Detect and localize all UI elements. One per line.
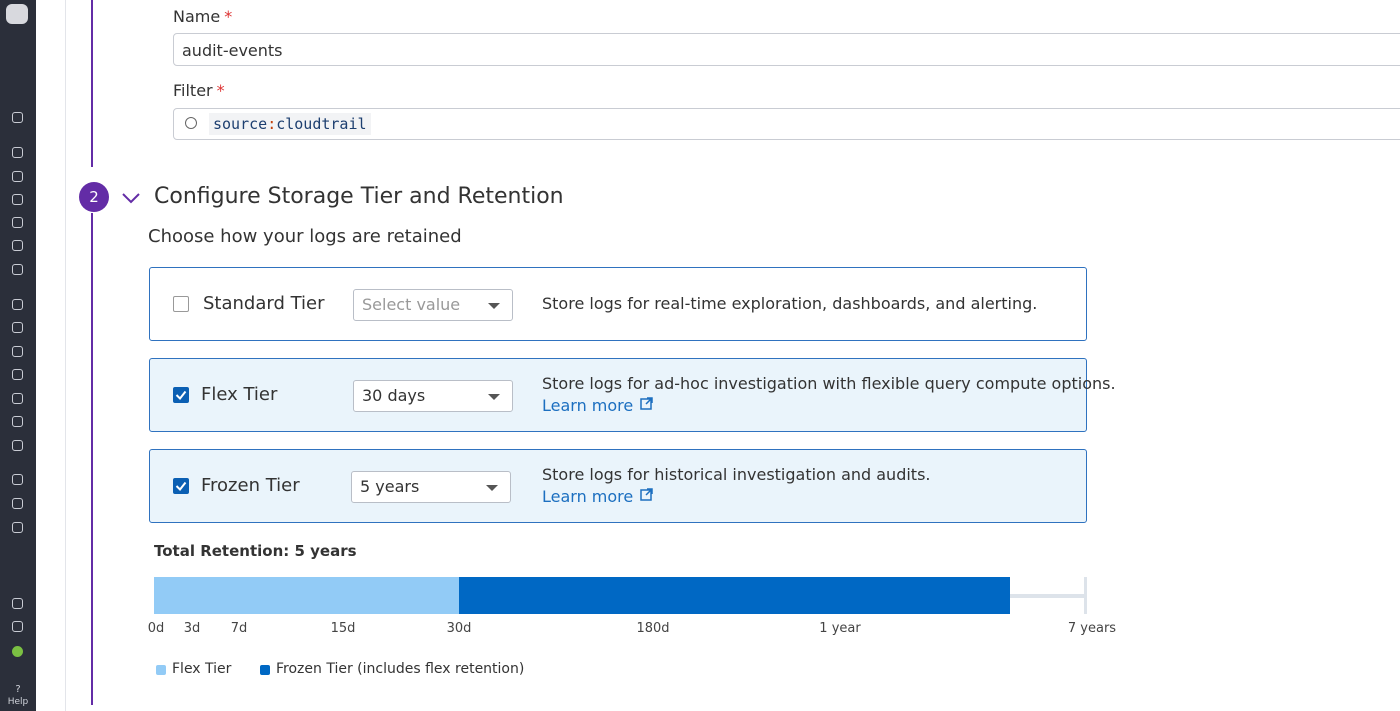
field-label: Filter *: [173, 81, 225, 100]
checkbox[interactable]: [173, 478, 189, 494]
retention-title: Total Retention: 5 years: [154, 542, 357, 560]
nav-icon[interactable]: [12, 264, 23, 275]
tick-label: 7d: [230, 621, 248, 636]
select-value: Select value: [362, 295, 461, 314]
tier-name: Standard Tier: [203, 293, 325, 314]
nav-icon[interactable]: [12, 369, 23, 380]
checkbox[interactable]: [173, 296, 189, 312]
help-label[interactable]: Help: [7, 697, 29, 707]
nav-icon[interactable]: [12, 346, 23, 357]
tier-name: Flex Tier: [201, 384, 278, 405]
learn-more-link[interactable]: Learn more: [542, 396, 657, 415]
nav-icon[interactable]: [12, 646, 23, 657]
input-value: audit-events: [182, 41, 283, 60]
tier-card: Flex Tier 30 days Store logs for ad-hoc in…: [149, 358, 1116, 432]
tick-label: 15d: [330, 621, 356, 636]
tier-description: Store logs for ad-hoc investigation with…: [542, 374, 1116, 393]
nav-icon[interactable]: [12, 322, 23, 333]
bar-track: [1010, 594, 1085, 598]
nav-icon[interactable]: [12, 171, 23, 182]
step-line: [91, 0, 93, 167]
field-label: Name *: [173, 7, 233, 26]
external-icon: [633, 396, 657, 415]
tick-label: 3d: [183, 621, 201, 636]
tier-card: Standard Tier Select value Store logs for …: [149, 267, 1087, 341]
checkbox[interactable]: [173, 387, 189, 403]
tier-description: Store logs for historical investigation …: [542, 465, 931, 484]
nav-icon[interactable]: [12, 194, 23, 205]
step-number: 2: [79, 182, 109, 212]
tick-label: 180d: [636, 621, 670, 636]
nav-icon[interactable]: [12, 299, 23, 310]
tier-select[interactable]: 5 years: [351, 471, 511, 503]
tier-select[interactable]: 30 days: [353, 380, 513, 412]
legend-swatch: [156, 665, 166, 675]
tick-label: 7 years: [1067, 621, 1117, 636]
tier-card: Frozen Tier 5 years Store logs for histori…: [149, 449, 1087, 523]
chevron[interactable]: [121, 191, 141, 205]
tier-name: Frozen Tier: [201, 475, 300, 496]
caret: [486, 485, 498, 491]
nav-icon[interactable]: [12, 440, 23, 451]
learn-more-link[interactable]: Learn more: [542, 487, 657, 506]
logo[interactable]: [6, 4, 28, 24]
nav-icon[interactable]: [12, 240, 23, 251]
nav-icon[interactable]: [12, 474, 23, 485]
nav-icon[interactable]: [12, 147, 23, 158]
section-title: Configure Storage Tier and Retention: [154, 184, 564, 209]
legend-label: Frozen Tier (includes flex retention): [276, 661, 525, 677]
section-subtitle: Choose how your logs are retained: [148, 226, 462, 247]
legend-label: Flex Tier: [172, 661, 232, 677]
select-value: 30 days: [362, 386, 426, 405]
nav-icon[interactable]: [12, 112, 23, 123]
search-icon: [185, 117, 197, 129]
nav-icon[interactable]: [12, 522, 23, 533]
filter-input[interactable]: source:cloudtrail: [173, 108, 1400, 140]
step-line: [91, 213, 93, 705]
name-input[interactable]: audit-events: [173, 33, 1400, 66]
nav-icon[interactable]: [12, 416, 23, 427]
tier-select[interactable]: Select value: [353, 289, 513, 321]
tier-description: Store logs for real-time exploration, da…: [542, 294, 1038, 313]
legend-swatch: [260, 665, 270, 675]
nav-icon[interactable]: [12, 598, 23, 609]
flex-segment: [154, 577, 459, 614]
sidebar: ? Help: [0, 0, 36, 711]
help-icon[interactable]: ?: [15, 684, 21, 695]
tick-label: 30d: [446, 621, 472, 636]
bar-end: [1084, 577, 1087, 614]
caret: [488, 394, 500, 400]
divider: [65, 0, 66, 711]
nav-icon[interactable]: [12, 217, 23, 228]
caret: [488, 303, 500, 309]
nav-icon[interactable]: [12, 498, 23, 509]
external-icon: [633, 487, 657, 506]
query: source:cloudtrail: [209, 113, 371, 135]
nav-icon[interactable]: [12, 393, 23, 404]
nav-icon[interactable]: [12, 621, 23, 632]
frozen-segment: [459, 577, 1010, 614]
select-value: 5 years: [360, 477, 420, 496]
tick-label: 0d: [147, 621, 165, 636]
tick-label: 1 year: [819, 621, 861, 636]
